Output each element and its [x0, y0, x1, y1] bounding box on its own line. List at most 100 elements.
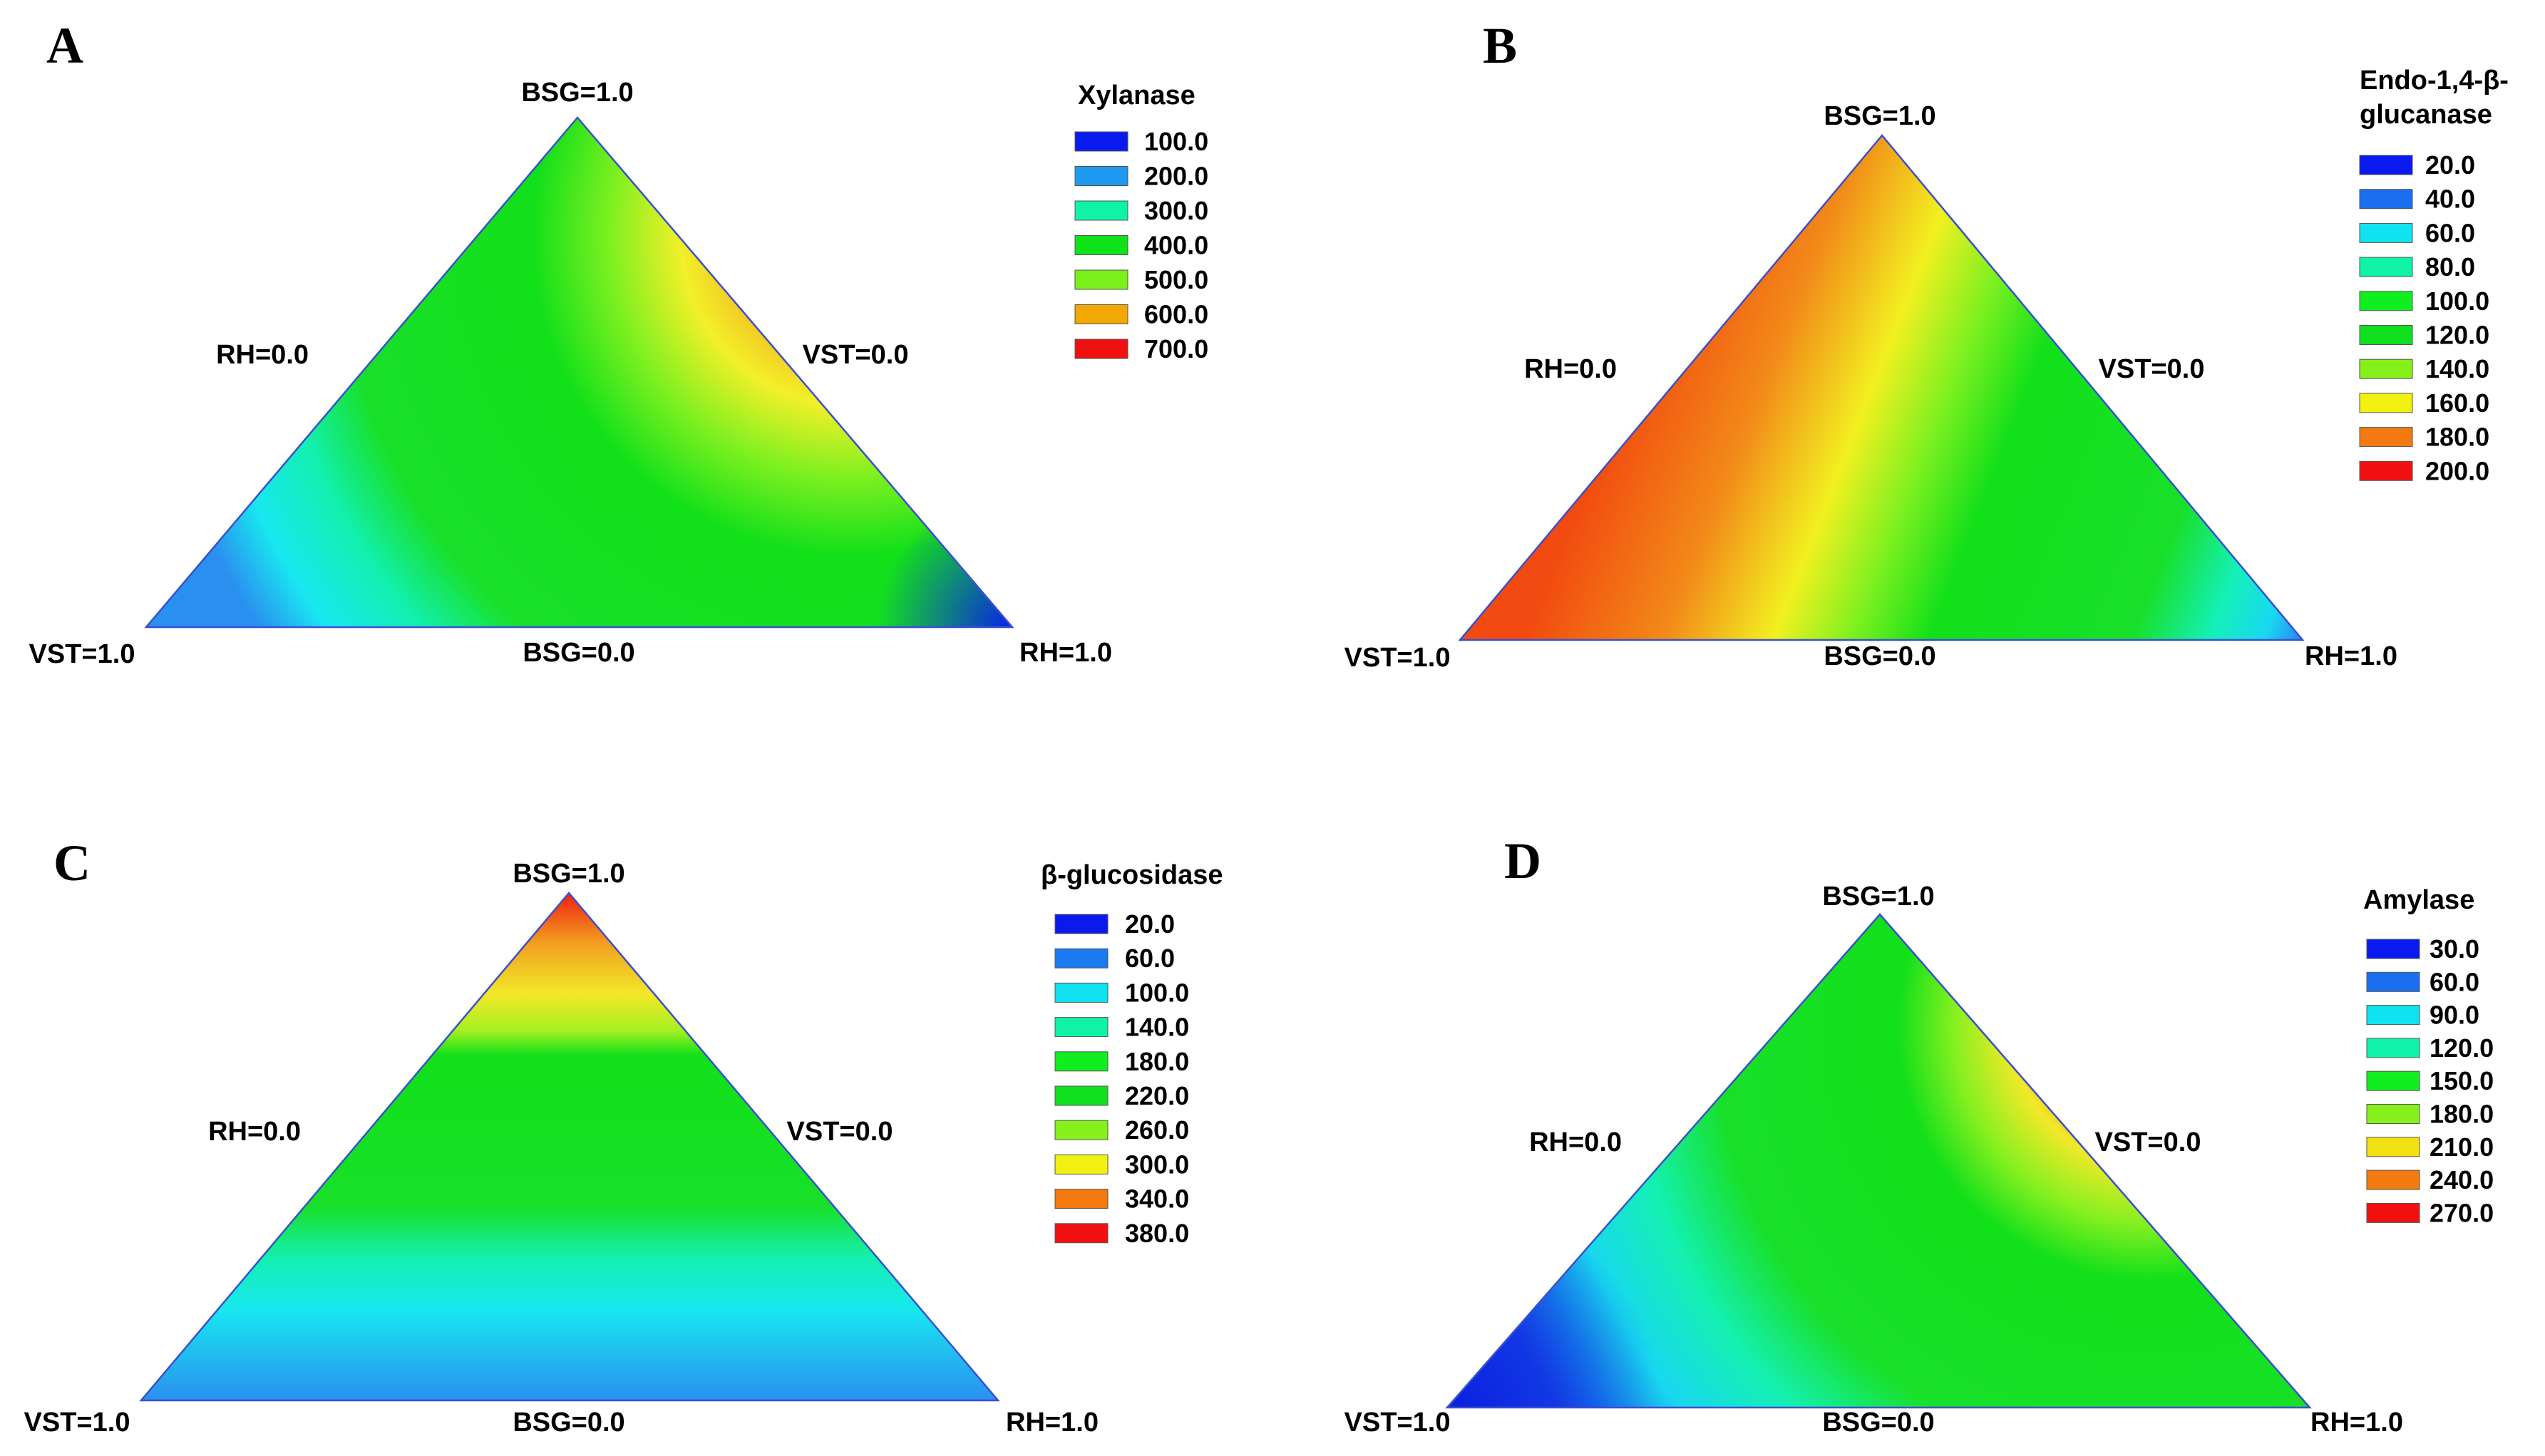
legend-swatch [2359, 155, 2413, 175]
edge-label-left: RH=0.0 [216, 340, 309, 370]
corner-shade [146, 118, 1012, 627]
legend-swatch [2359, 291, 2413, 311]
legend-swatch [2359, 325, 2413, 345]
legend-label: 120.0 [2430, 1033, 2494, 1063]
ternary-outline [144, 116, 1014, 629]
vertex-label-right: RH=1.0 [1019, 638, 1112, 668]
panel-a: A BSG=1.0 VST=1.0 RH=1.0 RH=0.0 VST=0.0 BSG=0.… [29, 17, 1209, 669]
legend-swatch [1054, 982, 1109, 1003]
legend-label: 80.0 [2425, 252, 2475, 282]
corner-shade [1447, 914, 2310, 1408]
legend-label: 30.0 [2430, 934, 2479, 964]
ternary-surface [1460, 135, 2303, 640]
legend-swatch [1074, 339, 1128, 359]
legend-title: β-glucosidase [1041, 860, 1223, 890]
panel-letter: B [1483, 17, 1517, 74]
vertex-label-right: RH=1.0 [2305, 641, 2397, 671]
legend-label: 60.0 [1125, 944, 1175, 973]
legend-label: 210.0 [2430, 1132, 2494, 1162]
legend-label: 180.0 [2425, 423, 2489, 452]
edge-label-bottom: BSG=0.0 [1824, 641, 1935, 671]
legend-label: 180.0 [2430, 1100, 2494, 1129]
edge-label-right: VST=0.0 [787, 1117, 893, 1147]
legend-title: Amylase [2363, 885, 2474, 915]
legend-swatch [1074, 131, 1128, 152]
legend-swatch [2359, 222, 2413, 243]
legend-label: 150.0 [2430, 1066, 2494, 1095]
legend: Xylanase 100.0 200.0 300.0 400.0 500.0 600.0 70… [1074, 81, 1208, 363]
legend-swatch [1054, 948, 1109, 969]
edge-label-right: VST=0.0 [803, 340, 909, 370]
legend-label: 400.0 [1144, 231, 1208, 260]
legend-swatch [2359, 427, 2413, 448]
legend-label: 200.0 [2425, 456, 2489, 485]
legend-swatch [2366, 939, 2420, 959]
legend-label: 300.0 [1144, 196, 1208, 225]
legend-swatch [1074, 235, 1128, 255]
legend-swatch [1074, 166, 1128, 186]
ternary-outline [1445, 913, 2312, 1409]
legend-label: 270.0 [2430, 1198, 2494, 1227]
legend-label: 100.0 [1144, 127, 1208, 156]
edge-label-left: RH=0.0 [1529, 1127, 1622, 1157]
legend-label: 160.0 [2425, 388, 2489, 418]
legend-swatch [2359, 358, 2413, 379]
panel-letter: A [46, 17, 83, 74]
legend-label: 260.0 [1125, 1115, 1189, 1145]
vertex-label-left: VST=1.0 [29, 639, 135, 669]
legend-swatch [1074, 269, 1128, 290]
legend-title: Endo-1,4-β- [2360, 66, 2509, 95]
legend-swatch [2366, 1170, 2420, 1190]
legend-swatch [1054, 1120, 1109, 1140]
legend-label: 60.0 [2425, 218, 2475, 247]
edge-label-right: VST=0.0 [2099, 354, 2205, 384]
legend-swatch [1054, 1017, 1109, 1038]
legend-swatch [2366, 971, 2420, 992]
ternary-outline [1458, 134, 2305, 641]
panel-b: B BSG=1.0 VST=1.0 RH=1.0 RH=0.0 VST=0.0 BSG=0.… [1345, 17, 2509, 673]
legend-label: 200.0 [1144, 162, 1208, 191]
legend-swatch [2366, 1104, 2420, 1124]
legend-swatch [1054, 1189, 1109, 1209]
legend-swatch [1054, 1223, 1109, 1244]
legend-label: 240.0 [2430, 1165, 2494, 1194]
legend-label: 140.0 [1125, 1013, 1189, 1042]
legend-swatch [2359, 257, 2413, 277]
legend-swatch [2366, 1070, 2420, 1091]
legend: β-glucosidase 20.0 60.0 100.0 140.0 180.0 220.… [1041, 860, 1223, 1248]
panel-d: D BSG=1.0 VST=1.0 RH=1.0 RH=0.0 VST=0.0 BSG=0.… [1345, 832, 2494, 1437]
vertex-label-top: BSG=1.0 [1824, 101, 1935, 131]
legend-label: 90.0 [2430, 1001, 2479, 1030]
edge-label-left: RH=0.0 [1524, 354, 1617, 384]
legend-title: Xylanase [1078, 81, 1196, 110]
legend-label: 300.0 [1125, 1150, 1189, 1179]
vertex-label-top: BSG=1.0 [1822, 882, 1934, 912]
legend-label: 180.0 [1125, 1047, 1189, 1076]
vertex-label-right: RH=1.0 [2310, 1408, 2403, 1437]
edge-label-bottom: BSG=0.0 [513, 1408, 624, 1437]
legend-label: 20.0 [2425, 150, 2475, 180]
panel-c: C BSG=1.0 VST=1.0 RH=1.0 RH=0.0 VST=0.0 BSG=0.… [24, 835, 1223, 1437]
panel-letter: C [53, 835, 91, 892]
legend-label: 220.0 [1125, 1081, 1189, 1110]
legend: Amylase 30.0 60.0 90.0 120.0 150.0 180.0 210.0 2… [2363, 885, 2494, 1227]
vertex-label-left: VST=1.0 [1345, 1408, 1451, 1437]
vertex-label-left: VST=1.0 [24, 1408, 130, 1437]
legend-swatch [1074, 304, 1128, 324]
edge-label-right: VST=0.0 [2095, 1127, 2201, 1157]
legend-label: 60.0 [2430, 967, 2479, 996]
legend-label: 40.0 [2425, 185, 2475, 214]
legend-swatch [2359, 393, 2413, 413]
legend-title: glucanase [2360, 100, 2492, 130]
vertex-label-top: BSG=1.0 [513, 859, 624, 889]
legend-swatch [1074, 200, 1128, 221]
legend-swatch [1054, 1154, 1109, 1174]
legend-label: 100.0 [1125, 978, 1189, 1007]
edge-label-left: RH=0.0 [208, 1117, 301, 1147]
ternary-outline [139, 892, 1000, 1402]
edge-label-bottom: BSG=0.0 [1822, 1408, 1934, 1437]
legend-swatch [2359, 460, 2413, 481]
legend-label: 140.0 [2425, 354, 2489, 383]
legend-swatch [2359, 189, 2413, 210]
